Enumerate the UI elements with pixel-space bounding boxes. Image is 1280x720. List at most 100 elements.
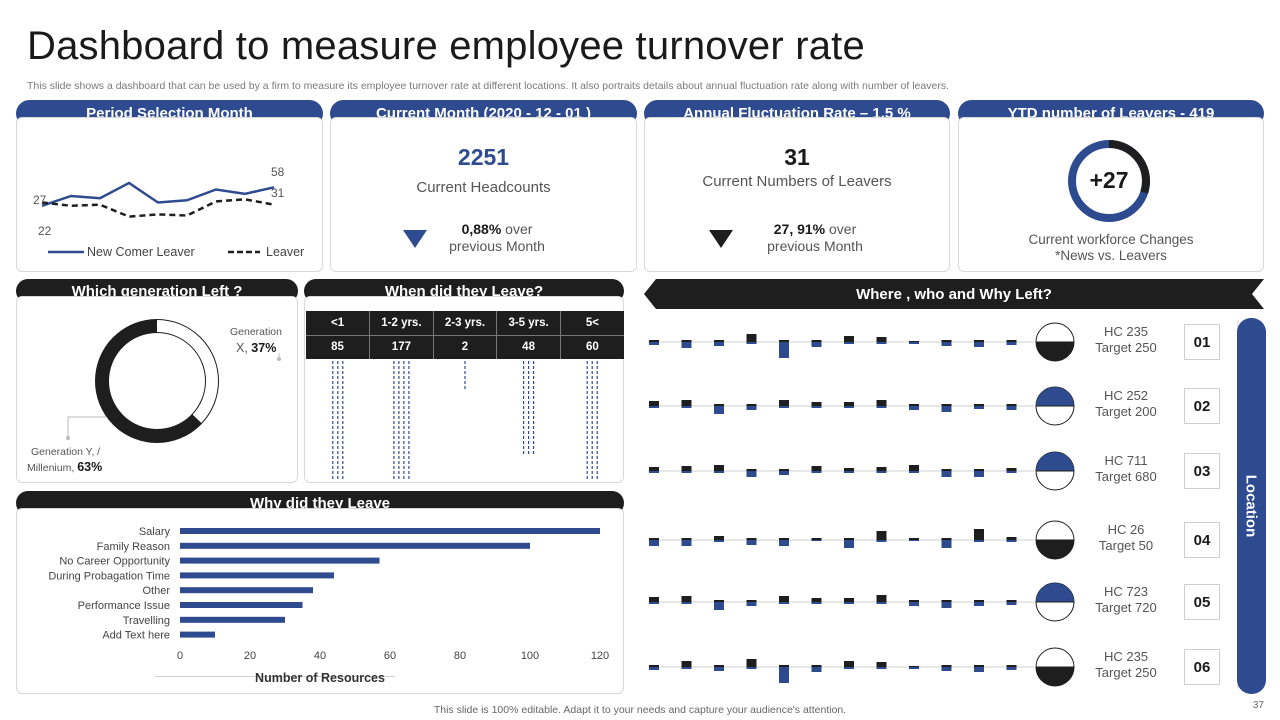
newcomer-leaver-line [41,181,275,207]
gen-x-leader-dot [277,357,281,361]
location-bar-base [779,469,789,471]
location-bar-mark [681,596,692,602]
location-status-circle [1035,386,1075,426]
why-bar [180,587,313,594]
location-bar-mark [779,540,789,546]
why-x-tick: 40 [314,650,326,662]
location-bar-mark [909,602,919,606]
location-hc: HC 723 [1103,584,1149,599]
location-bar-base [876,540,887,542]
location-bar-base [649,665,659,667]
location-id-box[interactable]: 04 [1184,522,1220,558]
when-dashed-bars [332,361,598,479]
location-bar-mark [746,602,757,606]
location-status-circle [1035,451,1075,491]
why-category-label: Salary [139,526,171,538]
location-bar-mark [941,602,952,608]
location-bar-mark [811,342,822,347]
location-id-box[interactable]: 03 [1184,453,1220,489]
location-bar-base [649,406,659,408]
fluctuation-card [644,117,950,272]
location-bar-base [909,600,919,602]
why-xlabel-divider [155,676,395,677]
period-label-22: 22 [38,224,52,238]
location-bar-base [1006,471,1017,473]
location-bar-mark [876,662,887,667]
location-bar-mark [1006,468,1017,471]
location-bar-base [681,667,692,669]
location-bar-mark [779,400,789,406]
location-bar-mark [876,467,887,471]
when-value: 177 [369,335,434,359]
location-bar-mark [1006,602,1017,605]
gen-y-label: Generation Y, / [31,446,101,458]
leavers-value: 31 [784,144,810,170]
location-bar-mark [974,529,984,540]
location-bar-mark [844,336,854,342]
location-bar-base [1006,665,1017,667]
workforce-change-ring [1068,140,1150,222]
location-bar-mark [714,602,724,610]
location-id-box[interactable]: 05 [1184,584,1220,620]
location-status-circle [1035,647,1075,687]
location-id-box[interactable]: 06 [1184,649,1220,685]
leavers-change-label: previous Month [767,238,863,254]
down-arrow-dark-icon [709,230,733,248]
location-target: Target 250 [1095,340,1157,355]
location-bar-mark [876,337,887,342]
when-value: 48 [496,335,561,359]
why-category-label: Travelling [123,615,170,627]
location-bar-base [779,406,789,408]
location-bar-mark [649,342,659,345]
location-bar-base [941,665,952,667]
location-bar-base [974,340,984,342]
location-bar-mark [649,540,659,546]
location-bar-mark [811,466,822,471]
why-card [16,508,624,694]
location-bar-base [844,342,854,344]
down-arrow-blue-icon [403,230,427,248]
location-bar-base [909,404,919,406]
location-bar-base [811,406,822,408]
when-value: 2 [433,335,498,359]
location-bar-base [941,404,952,406]
location-hc: HC 26 [1107,522,1145,537]
location-bar-mark [876,531,887,540]
location-id-box[interactable]: 02 [1184,388,1220,424]
location-bar-base [746,469,757,471]
location-status-circle [1035,322,1075,362]
why-category-label: Other [142,585,170,597]
headcount-change-suffix: over [501,221,533,237]
when-value: 60 [560,335,624,359]
location-label: Location [1242,474,1260,538]
period-label-31: 31 [271,186,285,200]
location-bar-base [876,471,887,473]
location-bar-base [941,340,952,342]
location-target: Target 50 [1098,538,1154,553]
location-bar-mark [941,540,952,548]
location-bar-mark [649,401,659,406]
why-category-label: Family Reason [97,541,170,553]
location-hc: HC 252 [1103,388,1149,403]
location-bar-base [746,342,757,344]
why-x-tick: 80 [454,650,466,662]
location-status-circle [1035,582,1075,622]
generation-donut [66,319,281,443]
legend-newcomer-label: New Comer Leaver [87,245,195,259]
location-bar-mark [1006,406,1017,410]
why-xlabel: Number of Resources [255,671,385,685]
where-banner-shape [644,279,1264,309]
location-bar-mark [1006,342,1017,345]
location-id-box[interactable]: 01 [1184,324,1220,360]
gen-y-value: 63% [77,460,103,474]
location-bar-mark [1006,667,1017,670]
location-bar-base [1006,600,1017,602]
location-bar-base [974,600,984,602]
leavers-change-value: 27, 91% [773,221,826,237]
period-label-58: 58 [271,165,285,179]
why-bar [180,631,215,638]
location-bar-mark [876,400,887,406]
gen-y-leader-dot [66,436,70,440]
location-bar-base [811,665,822,667]
location-bar-mark [779,342,789,358]
